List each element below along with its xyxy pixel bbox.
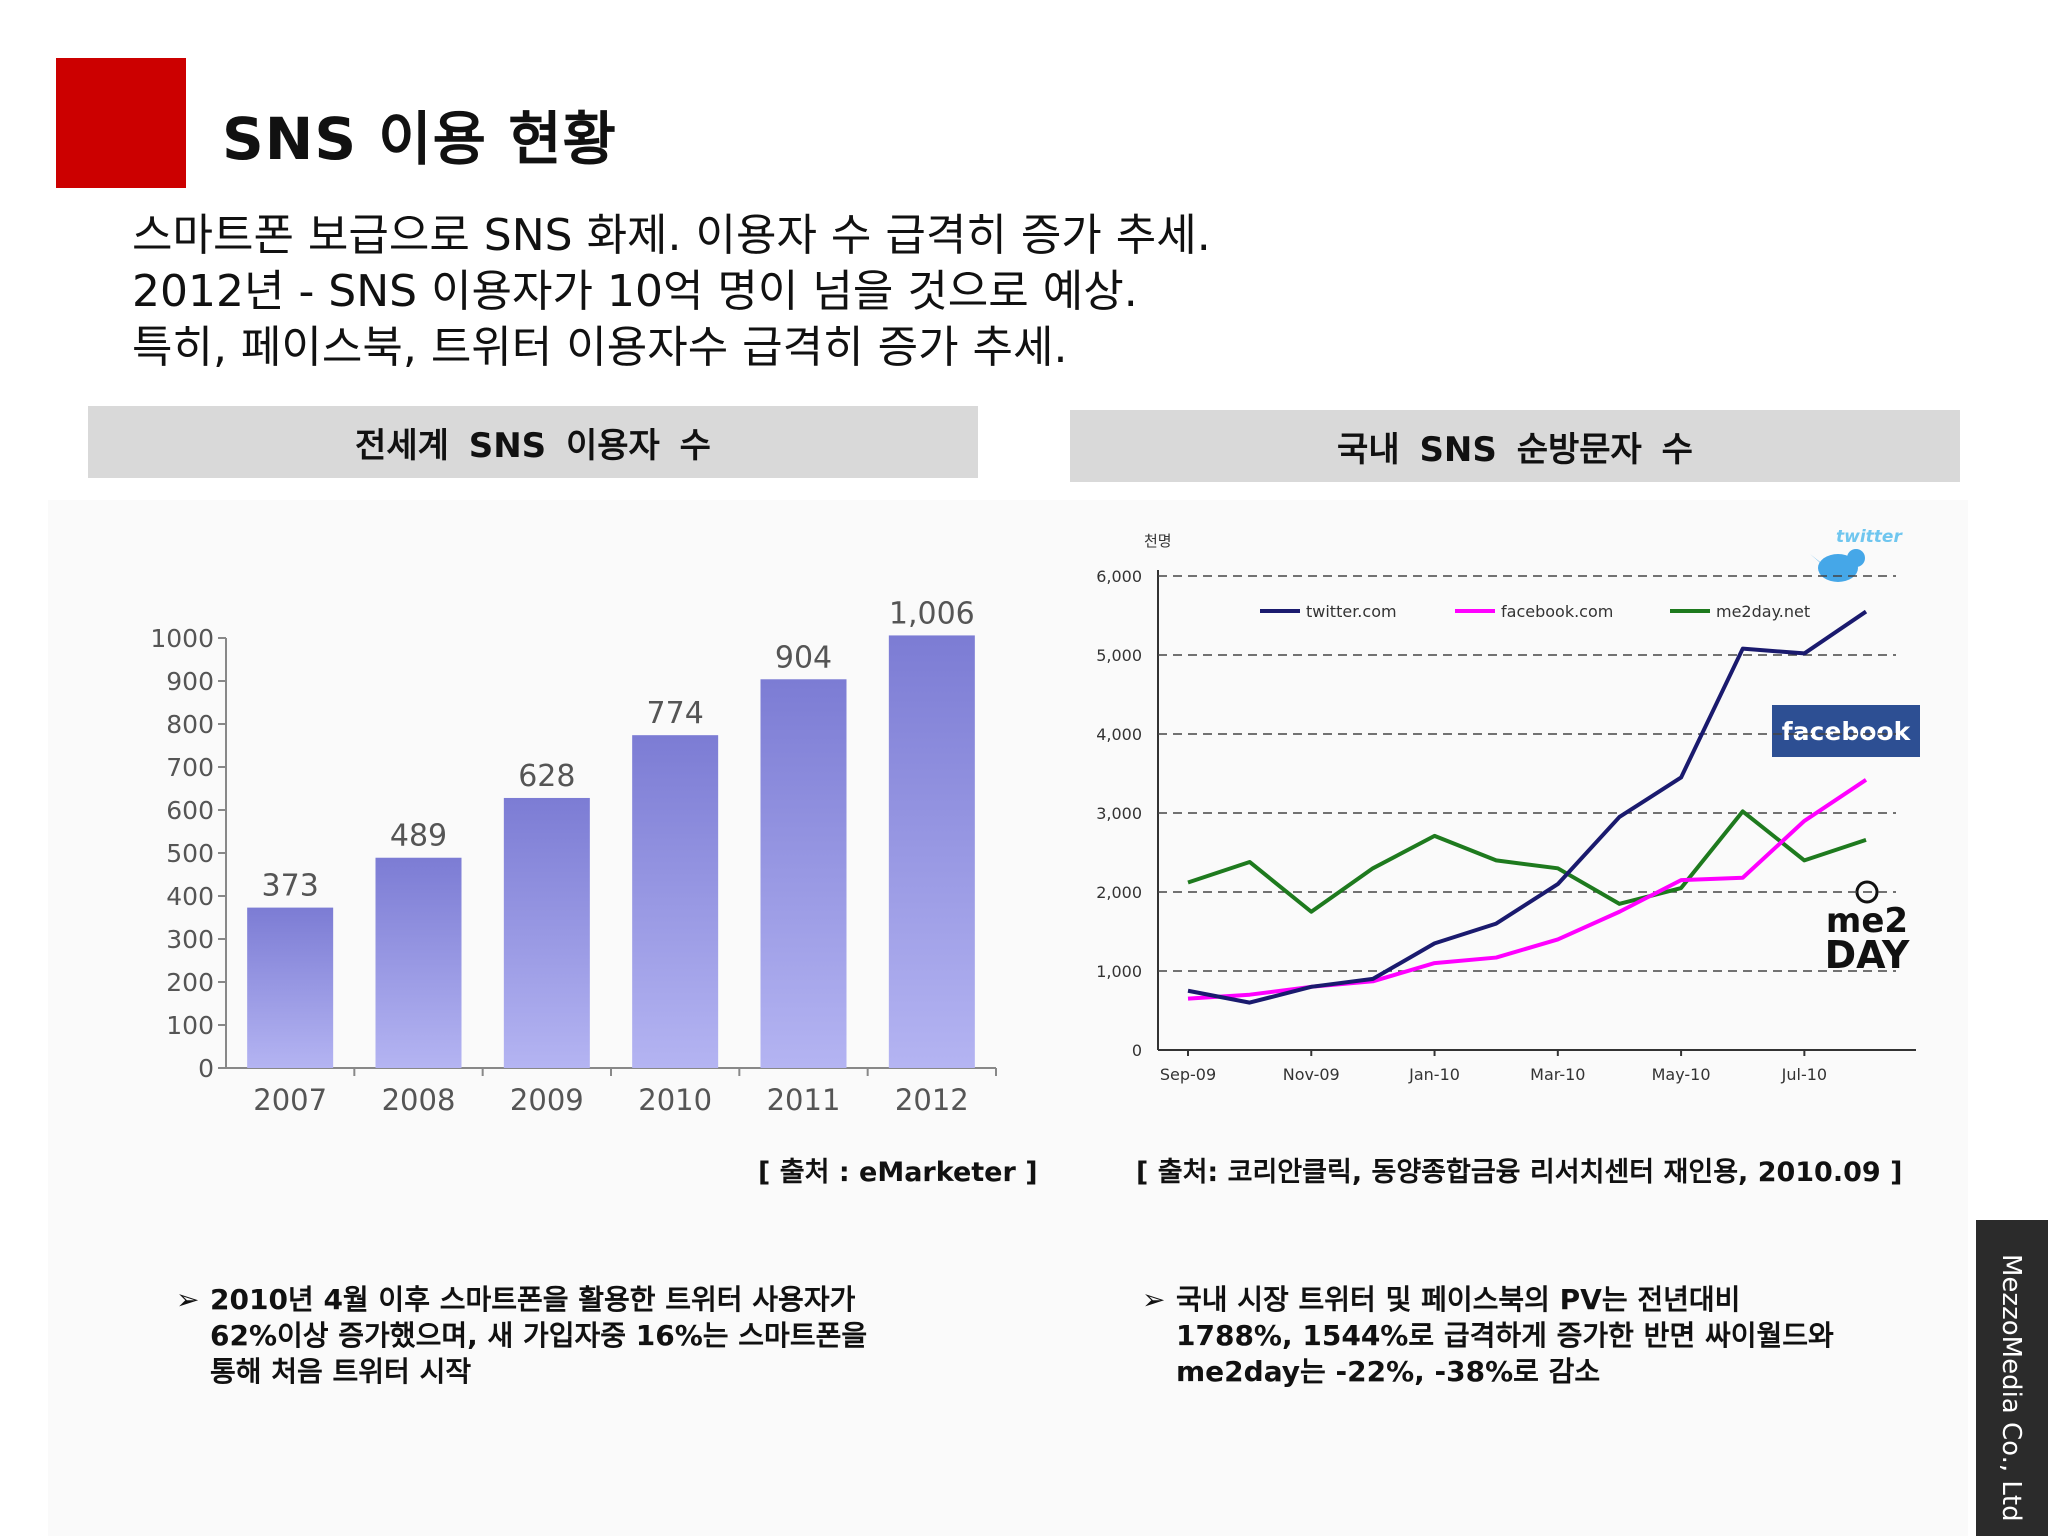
bar-x-tick-label: 2007 xyxy=(253,1083,327,1117)
bar-y-tick-label: 900 xyxy=(166,667,214,696)
bar-chart: 0 100 200 300 400 500 600 700 800 900 1000 373 2007 4… xyxy=(150,596,997,1117)
legend-label-twitter: twitter.com xyxy=(1306,602,1397,621)
bar xyxy=(247,907,334,1068)
company-tab: MezzoMedia Co., Ltd xyxy=(1976,1220,2048,1536)
left-bullet: ➢ 2010년 4월 이후 스마트폰을 활용한 트위터 사용자가 62%이상 증… xyxy=(176,1282,956,1390)
facebook-logo-text: facebook xyxy=(1782,717,1912,746)
bar-data-label: 904 xyxy=(775,640,832,675)
right-source: [ 출처: 코리안클릭, 동양종합금융 리서치센터 재인용, 2010.09 ] xyxy=(1136,1157,1903,1188)
facebook-logo: facebook xyxy=(1772,705,1920,757)
bar-x-tick-label: 2008 xyxy=(382,1083,456,1117)
bar-y-tick-label: 0 xyxy=(198,1054,214,1083)
bar-data-label: 628 xyxy=(518,759,575,794)
twitter-series-line xyxy=(1187,609,1868,1005)
bar-x-tick-label: 2012 xyxy=(895,1083,969,1117)
bullet-line: 통해 처음 트위터 시작 xyxy=(210,1355,472,1388)
left-panel-header: 전세계 SNS 이용자 수 xyxy=(88,406,978,478)
company-name: MezzoMedia Co., Ltd xyxy=(1996,1254,2026,1522)
bar-x-tick-label: 2010 xyxy=(638,1083,712,1117)
intro-line: 2012년 - SNS 이용자가 10억 명이 넘을 것으로 예상. xyxy=(132,266,1138,317)
bar xyxy=(503,797,590,1068)
intro-text: 스마트폰 보급으로 SNS 화제. 이용자 수 급격히 증가 추세. 2012년… xyxy=(132,208,1211,376)
line-x-tick-label: Mar-10 xyxy=(1530,1065,1585,1084)
arrow-bullet-icon: ➢ xyxy=(176,1283,200,1316)
bar-y-tick-label: 400 xyxy=(166,882,214,911)
bar-data-label: 1,006 xyxy=(889,596,975,631)
intro-line: 스마트폰 보급으로 SNS 화제. 이용자 수 급격히 증가 추세. xyxy=(132,210,1211,261)
bar-x-tick-label: 2011 xyxy=(767,1083,841,1117)
legend-label-me2day: me2day.net xyxy=(1716,602,1810,621)
bar xyxy=(760,679,847,1068)
line-y-unit-label: 천명 xyxy=(1144,532,1172,550)
line-y-tick-label: 0 xyxy=(1132,1041,1142,1060)
bar-y-tick-label: 800 xyxy=(166,710,214,739)
left-source: [ 출처 : eMarketer ] xyxy=(758,1157,1038,1188)
bar-data-label: 774 xyxy=(647,696,704,731)
twitter-logo-text: twitter xyxy=(1836,527,1903,547)
bar xyxy=(375,857,462,1068)
bar-y-tick-label: 700 xyxy=(166,753,214,782)
bar-data-label: 373 xyxy=(262,869,319,904)
bar-x-tick-label: 2009 xyxy=(510,1083,584,1117)
arrow-bullet-icon: ➢ xyxy=(1142,1283,1166,1316)
line-x-tick-label: Jul-10 xyxy=(1781,1065,1827,1084)
right-bullet: ➢ 국내 시장 트위터 및 페이스북의 PV는 전년대비 1788%, 1544… xyxy=(1142,1282,1942,1390)
line-y-tick-label: 6,000 xyxy=(1096,567,1142,586)
bar-y-tick-label: 500 xyxy=(166,839,214,868)
title-accent-square xyxy=(56,58,186,188)
line-y-tick-label: 4,000 xyxy=(1096,725,1142,744)
line-x-tick-label: Sep-09 xyxy=(1160,1065,1216,1084)
line-x-tick-label: Nov-09 xyxy=(1283,1065,1340,1084)
bar-y-tick-label: 1000 xyxy=(150,624,214,653)
intro-line: 특히, 페이스북, 트위터 이용자수 급격히 증가 추세. xyxy=(132,322,1068,373)
line-x-tick-label: Jan-10 xyxy=(1408,1065,1460,1084)
line-y-tick-label: 2,000 xyxy=(1096,883,1142,902)
line-y-tick-label: 3,000 xyxy=(1096,804,1142,823)
page-title: SNS 이용 현황 xyxy=(222,105,617,173)
me2day-series-line xyxy=(1187,809,1867,914)
bullet-line: me2day는 -22%, -38%로 감소 xyxy=(1176,1355,1601,1388)
me2day-logo: me2 DAY xyxy=(1825,880,1910,977)
bar-y-tick-label: 200 xyxy=(166,968,214,997)
line-y-tick-label: 1,000 xyxy=(1096,962,1142,981)
right-panel-header: 국내 SNS 순방문자 수 xyxy=(1070,410,1960,482)
bar xyxy=(888,635,975,1068)
me2day-logo-bottom: DAY xyxy=(1825,933,1910,977)
line-x-tick-label: May-10 xyxy=(1652,1065,1711,1084)
bullet-line: 2010년 4월 이후 스마트폰을 활용한 트위터 사용자가 xyxy=(210,1283,856,1316)
bar-y-tick-label: 100 xyxy=(166,1011,214,1040)
bar-y-tick-label: 600 xyxy=(166,796,214,825)
content-background xyxy=(48,500,1968,1536)
bar xyxy=(632,735,719,1068)
line-y-tick-label: 5,000 xyxy=(1096,646,1142,665)
bar-y-tick-label: 300 xyxy=(166,925,214,954)
line-chart: twitter.com facebook.com me2day.net twit… xyxy=(1096,527,1920,1084)
bullet-line: 1788%, 1544%로 급격하게 증가한 반면 싸이월드와 xyxy=(1176,1319,1834,1352)
legend-label-facebook: facebook.com xyxy=(1501,602,1613,621)
bar-data-label: 489 xyxy=(390,819,447,854)
twitter-bird-icon xyxy=(1810,549,1865,582)
bullet-line: 62%이상 증가했으며, 새 가입자중 16%는 스마트폰을 xyxy=(210,1319,868,1352)
me2day-logo-top: me2 xyxy=(1826,901,1908,941)
bullet-line: 국내 시장 트위터 및 페이스북의 PV는 전년대비 xyxy=(1176,1283,1741,1316)
